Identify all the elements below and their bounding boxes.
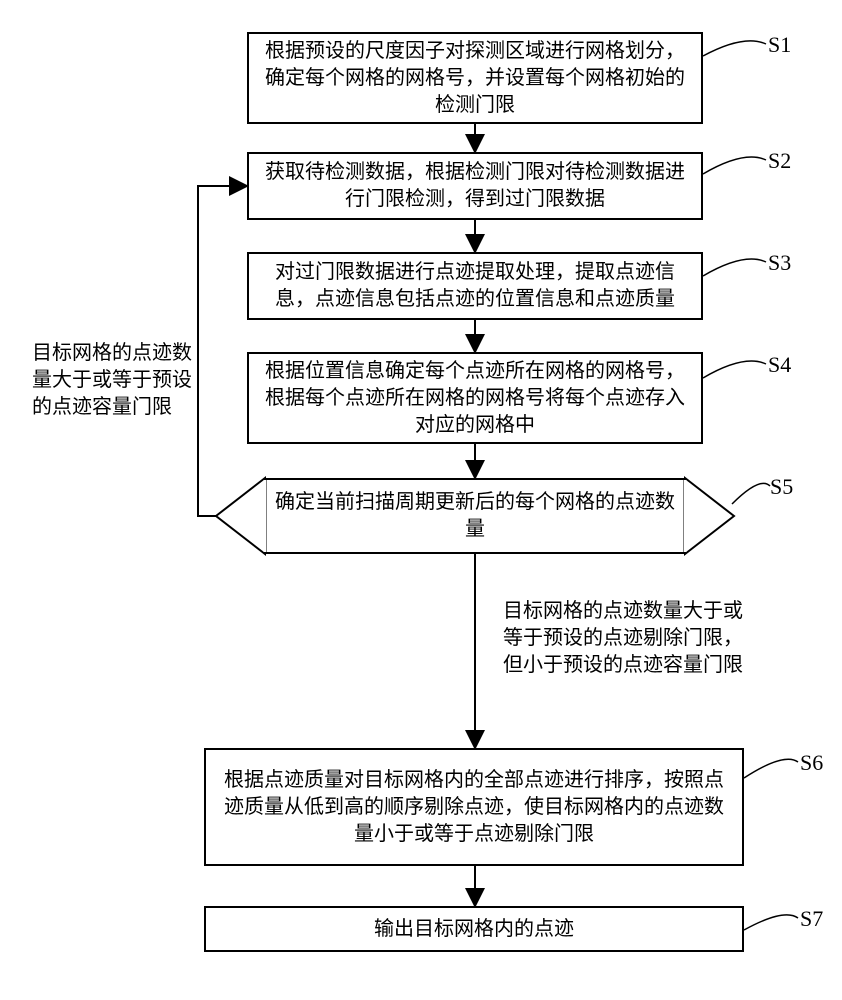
node-s4-text: 根据位置信息确定每个点迹所在网格的网格号，根据每个点迹所在网格的网格号将每个点迹… (259, 358, 691, 439)
node-s1-text: 根据预设的尺度因子对探测区域进行网格划分，确定每个网格的网格号，并设置每个网格初… (259, 38, 691, 119)
label-s2: S2 (768, 148, 791, 174)
node-s5-text: 确定当前扫描周期更新后的每个网格的点迹数量 (273, 489, 677, 543)
node-s6: 根据点迹质量对目标网格内的全部点迹进行排序，按照点迹质量从低到高的顺序剔除点迹，… (204, 748, 744, 866)
node-s2-text: 获取待检测数据，根据检测门限对待检测数据进行门限检测，得到过门限数据 (259, 159, 691, 213)
label-s7: S7 (800, 906, 823, 932)
annotation-left-loop: 目标网格的点迹数量大于或等于预设的点迹容量门限 (32, 340, 192, 421)
node-s4: 根据位置信息确定每个点迹所在网格的网格号，根据每个点迹所在网格的网格号将每个点迹… (247, 352, 703, 444)
node-s7: 输出目标网格内的点迹 (204, 906, 744, 952)
node-s3: 对过门限数据进行点迹提取处理，提取点迹信息，点迹信息包括点迹的位置信息和点迹质量 (247, 252, 703, 320)
label-s6: S6 (800, 750, 823, 776)
node-s2: 获取待检测数据，根据检测门限对待检测数据进行门限检测，得到过门限数据 (247, 152, 703, 220)
label-s5: S5 (770, 474, 793, 500)
node-s6-text: 根据点迹质量对目标网格内的全部点迹进行排序，按照点迹质量从低到高的顺序剔除点迹，… (216, 767, 732, 848)
annotation-right-branch: 目标网格的点迹数量大于或等于预设的点迹剔除门限，但小于预设的点迹容量门限 (503, 598, 753, 679)
node-s3-text: 对过门限数据进行点迹提取处理，提取点迹信息，点迹信息包括点迹的位置信息和点迹质量 (259, 259, 691, 313)
node-s1: 根据预设的尺度因子对探测区域进行网格划分，确定每个网格的网格号，并设置每个网格初… (247, 32, 703, 124)
label-s3: S3 (768, 250, 791, 276)
label-s1: S1 (768, 32, 791, 58)
node-s5: 确定当前扫描周期更新后的每个网格的点迹数量 (225, 478, 725, 554)
label-s4: S4 (768, 352, 791, 378)
node-s7-text: 输出目标网格内的点迹 (374, 916, 574, 943)
